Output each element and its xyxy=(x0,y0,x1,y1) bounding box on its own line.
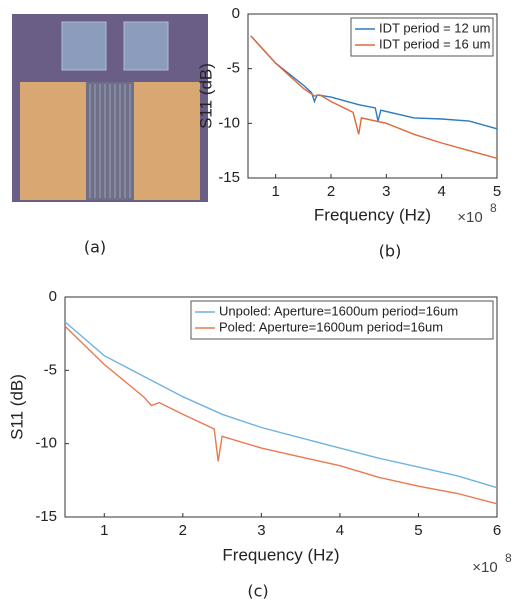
series-line xyxy=(250,35,498,130)
pad xyxy=(61,21,107,71)
caption: (a) xyxy=(84,238,106,257)
pad xyxy=(123,21,169,71)
x-tick-label: 5 xyxy=(414,522,422,539)
y-tick-label: -5 xyxy=(44,361,57,378)
electrode xyxy=(134,82,200,200)
x-tick-label: 2 xyxy=(327,183,335,200)
y-tick-label: -15 xyxy=(35,508,57,525)
legend-label: IDT period = 12 um xyxy=(379,20,490,35)
y-tick-label: 0 xyxy=(232,5,240,22)
series-line xyxy=(64,325,498,505)
caption: (c) xyxy=(247,582,268,601)
y-axis-label: S11 (dB) xyxy=(7,374,26,440)
axis-multiplier: ×10 xyxy=(472,559,497,576)
x-tick-label: 3 xyxy=(257,522,265,539)
x-tick-label: 4 xyxy=(437,183,445,200)
caption: (b) xyxy=(379,242,402,261)
y-tick-label: -15 xyxy=(218,169,240,186)
x-axis-label: Frequency (Hz) xyxy=(222,545,339,564)
electrode xyxy=(20,82,86,200)
legend-box xyxy=(190,300,494,340)
legend-label: Unpoled: Aperture=1600um period=16um xyxy=(219,303,458,318)
x-tick-label: 2 xyxy=(179,522,187,539)
y-tick-label: 0 xyxy=(49,288,57,305)
legend-label: Poled: Aperture=1600um period=16um xyxy=(219,319,443,334)
y-tick-label: -5 xyxy=(227,60,240,77)
x-tick-label: 1 xyxy=(271,183,279,200)
x-tick-label: 5 xyxy=(493,183,501,200)
y-axis-label: S11 (dB) xyxy=(196,63,215,129)
y-tick-label: -10 xyxy=(35,435,57,452)
x-tick-label: 4 xyxy=(336,522,344,539)
axis-multiplier: ×10 xyxy=(457,209,482,226)
x-tick-label: 3 xyxy=(382,183,390,200)
x-tick-label: 1 xyxy=(100,522,108,539)
x-axis-label: Frequency (Hz) xyxy=(314,205,431,224)
device-photo xyxy=(12,14,208,202)
axis-multiplier-exponent: 8 xyxy=(490,201,497,215)
axis-multiplier-exponent: 8 xyxy=(505,551,512,565)
y-tick-label: -10 xyxy=(218,114,240,131)
x-tick-label: 6 xyxy=(493,522,501,539)
legend-box xyxy=(350,17,494,57)
series-line xyxy=(250,35,498,159)
legend-label: IDT period = 16 um xyxy=(379,36,490,51)
series-line xyxy=(64,321,498,489)
